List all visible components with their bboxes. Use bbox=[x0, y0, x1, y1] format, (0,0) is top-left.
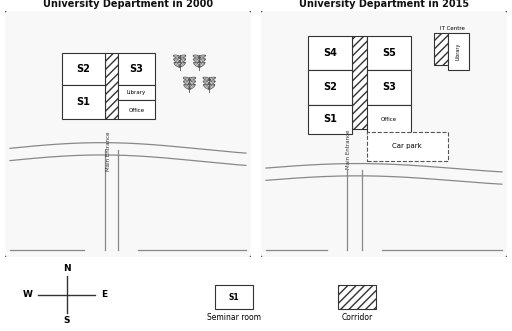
Text: Corridor: Corridor bbox=[342, 313, 373, 322]
Bar bbox=[215, 285, 253, 309]
Bar bbox=[352, 36, 367, 129]
Bar bbox=[367, 36, 411, 70]
Bar bbox=[367, 132, 448, 161]
FancyBboxPatch shape bbox=[260, 10, 508, 258]
Bar bbox=[367, 70, 411, 105]
Bar bbox=[118, 100, 155, 119]
Text: Car park: Car park bbox=[393, 143, 422, 149]
Bar bbox=[434, 33, 448, 65]
Bar bbox=[118, 85, 155, 100]
Bar bbox=[61, 85, 104, 119]
Text: Office: Office bbox=[381, 117, 397, 122]
Text: S4: S4 bbox=[323, 48, 337, 58]
Text: S2: S2 bbox=[76, 64, 90, 74]
Text: S3: S3 bbox=[130, 64, 143, 74]
Text: IT Centre: IT Centre bbox=[440, 26, 465, 31]
Text: E: E bbox=[101, 290, 107, 299]
Text: Library: Library bbox=[127, 90, 146, 95]
Text: W: W bbox=[23, 290, 32, 299]
Bar bbox=[308, 105, 352, 134]
Text: Seminar room: Seminar room bbox=[207, 313, 261, 322]
Title: University Department in 2015: University Department in 2015 bbox=[299, 0, 469, 9]
Title: University Department in 2000: University Department in 2000 bbox=[43, 0, 213, 9]
FancyBboxPatch shape bbox=[4, 10, 252, 258]
Bar bbox=[308, 70, 352, 105]
Text: S2: S2 bbox=[323, 82, 337, 92]
Bar bbox=[118, 53, 155, 85]
Text: S1: S1 bbox=[323, 114, 337, 124]
Text: N: N bbox=[63, 264, 70, 273]
Text: S1: S1 bbox=[229, 293, 240, 302]
Text: S3: S3 bbox=[382, 82, 396, 92]
Bar bbox=[61, 53, 104, 85]
Bar bbox=[367, 105, 411, 134]
Bar bbox=[338, 285, 376, 309]
Text: Library: Library bbox=[456, 43, 461, 61]
Text: Main Entrance: Main Entrance bbox=[106, 131, 111, 171]
Text: Office: Office bbox=[129, 108, 145, 113]
Text: S1: S1 bbox=[76, 97, 90, 107]
Bar bbox=[448, 33, 469, 70]
Bar bbox=[308, 36, 352, 70]
Text: Main Entrance: Main Entrance bbox=[346, 129, 351, 168]
Bar bbox=[104, 53, 118, 119]
Text: S5: S5 bbox=[382, 48, 396, 58]
Text: S: S bbox=[63, 316, 70, 325]
